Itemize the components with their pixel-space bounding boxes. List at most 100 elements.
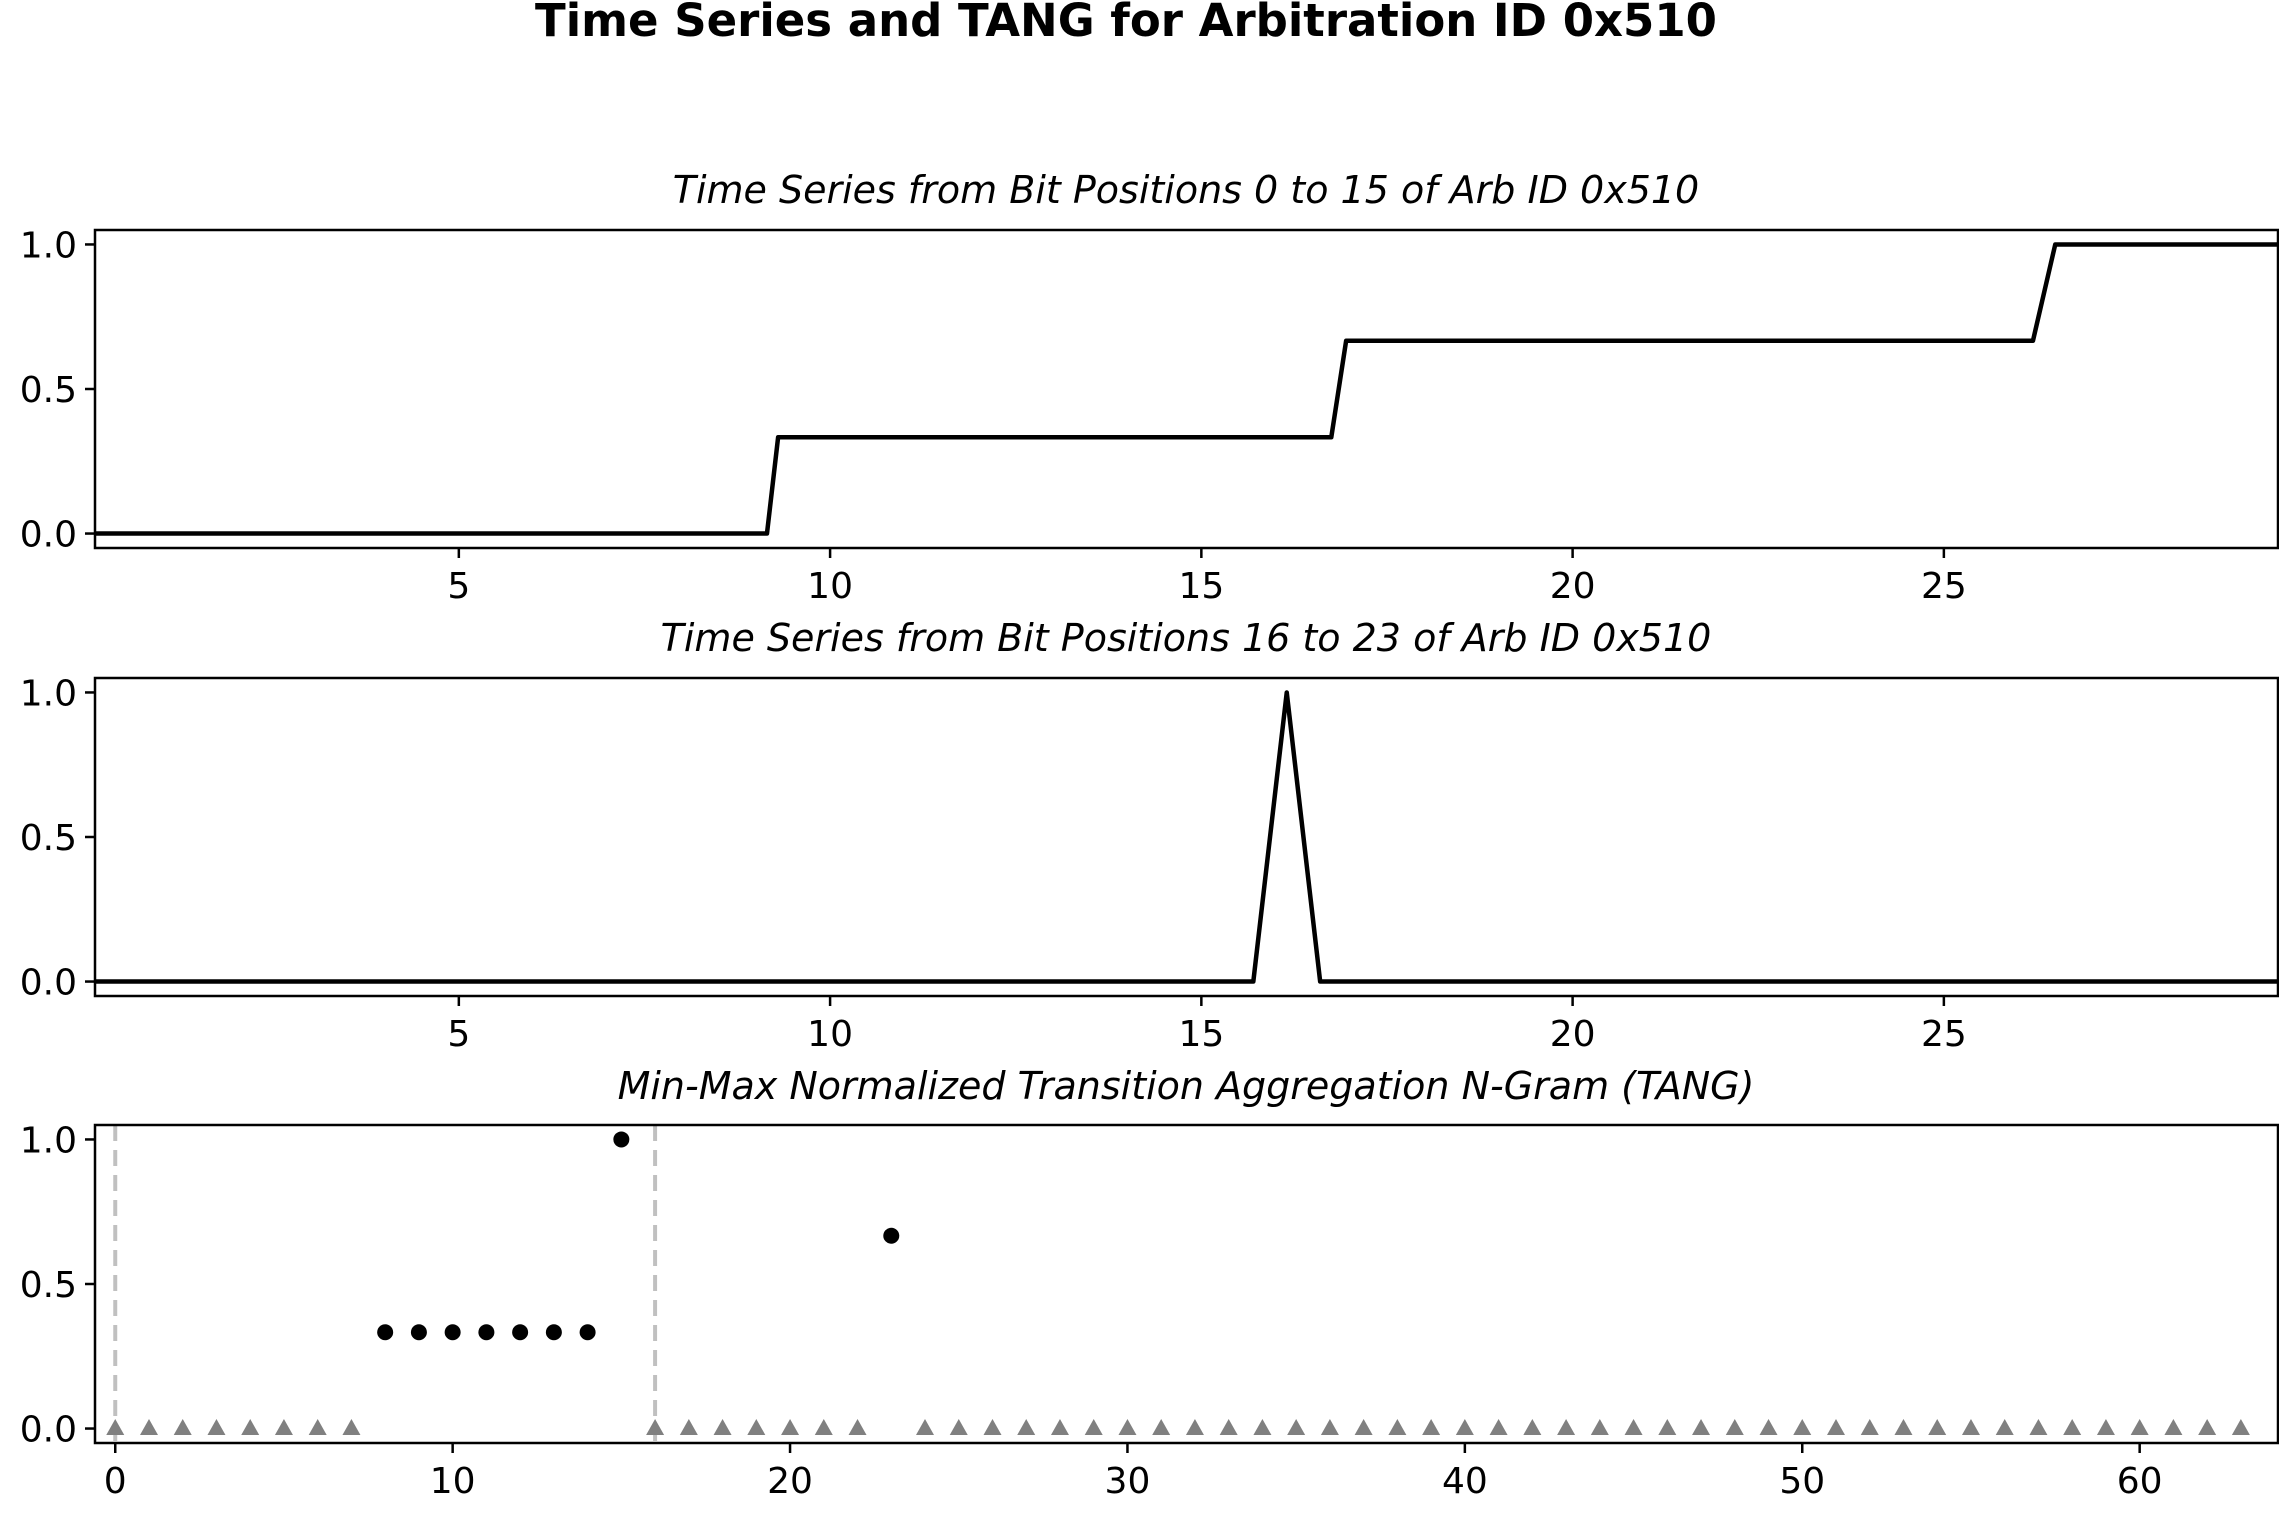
y-tick-label: 1.0 [20,673,77,714]
scatter-point-triangle [1658,1418,1677,1435]
x-tick-label: 10 [807,1014,853,1055]
scatter-point-triangle [274,1418,293,1435]
y-tick-label: 0.0 [20,963,77,1004]
y-tick-label: 1.0 [20,1120,77,1161]
scatter-point-circle [613,1131,630,1148]
scatter-point-triangle [1320,1418,1339,1435]
x-tick-label: 10 [430,1461,476,1502]
scatter-point-circle [377,1324,394,1341]
scatter-point-triangle [1152,1418,1171,1435]
scatter-point-triangle [1557,1418,1576,1435]
scatter-point-triangle [1995,1418,2014,1435]
panel-0-title: Time Series from Bit Positions 0 to 15 o… [673,168,1700,212]
x-tick-label: 20 [1550,1014,1596,1055]
scatter-point-circle [883,1227,900,1244]
x-tick-label: 10 [807,566,853,607]
x-tick-label: 25 [1921,566,1967,607]
scatter-point-triangle [1827,1418,1846,1435]
scatter-point-triangle [814,1418,833,1435]
scatter-point-triangle [173,1418,192,1435]
panel-1-title: Time Series from Bit Positions 16 to 23 … [661,616,1712,660]
scatter-point-triangle [713,1418,732,1435]
scatter-point-triangle [916,1418,935,1435]
scatter-point-triangle [207,1418,226,1435]
panel-time-series-bits-16-23: Time Series from Bit Positions 16 to 23 … [20,616,2279,1055]
x-tick-label: 50 [1779,1461,1825,1502]
scatter-point-triangle [1489,1418,1508,1435]
x-tick-label: 15 [1178,566,1224,607]
scatter-point-triangle [1928,1418,1947,1435]
panel-2-title: Min-Max Normalized Transition Aggregatio… [618,1064,1755,1108]
scatter-point-triangle [2063,1418,2082,1435]
scatter-point-circle [478,1324,495,1341]
y-tick-label: 0.5 [20,1265,77,1306]
x-tick-label: 15 [1178,1014,1224,1055]
scatter-point-triangle [1624,1418,1643,1435]
scatter-point-circle [545,1324,562,1341]
figure-title: Time Series and TANG for Arbitration ID … [535,0,1717,47]
x-tick-label: 20 [1550,566,1596,607]
scatter-point-triangle [1894,1418,1913,1435]
series-line [95,242,2278,536]
axes-frame [93,1123,2279,1445]
scatter-point-triangle [848,1418,867,1435]
scatter-point-triangle [1253,1418,1272,1435]
scatter-point-triangle [241,1418,260,1435]
scatter-point-triangle [139,1418,158,1435]
scatter-point-triangle [1017,1418,1036,1435]
scatter-point-triangle [1961,1418,1980,1435]
scatter-point-triangle [781,1418,800,1435]
series-line [95,690,2278,984]
scatter-point-triangle [1354,1418,1373,1435]
x-tick-label: 30 [1105,1461,1151,1502]
x-tick-label: 60 [2117,1461,2163,1502]
scatter-point-triangle [342,1418,361,1435]
axes-frame [93,676,2279,998]
scatter-point-triangle [679,1418,698,1435]
scatter-point-triangle [949,1418,968,1435]
scatter-point-triangle [1388,1418,1407,1435]
scatter-point-circle [579,1324,596,1341]
panel-tang-scatter: Min-Max Normalized Transition Aggregatio… [20,1064,2279,1502]
scatter-point-triangle [1590,1418,1609,1435]
scatter-point-triangle [1084,1418,1103,1435]
y-tick-label: 0.5 [20,818,77,859]
scatter-point-triangle [1050,1418,1069,1435]
y-tick-label: 0.5 [20,370,77,411]
scatter-point-triangle [1118,1418,1137,1435]
scatter-point-triangle [747,1418,766,1435]
scatter-point-triangle [1287,1418,1306,1435]
scatter-point-triangle [106,1418,125,1435]
scatter-point-triangle [1455,1418,1474,1435]
scatter-point-triangle [308,1418,327,1435]
scatter-point-triangle [1759,1418,1778,1435]
y-tick-label: 1.0 [20,225,77,266]
scatter-point-triangle [1185,1418,1204,1435]
scatter-point-triangle [1793,1418,1812,1435]
y-tick-label: 0.0 [20,1410,77,1451]
x-tick-label: 20 [767,1461,813,1502]
scatter-point-triangle [1725,1418,1744,1435]
x-tick-label: 0 [104,1461,127,1502]
scatter-point-triangle [2164,1418,2183,1435]
scatter-point-triangle [983,1418,1002,1435]
scatter-point-circle [512,1324,529,1341]
scatter-point-triangle [2130,1418,2149,1435]
scatter-point-triangle [2198,1418,2217,1435]
x-tick-label: 25 [1921,1014,1967,1055]
scatter-point-triangle [1523,1418,1542,1435]
y-tick-label: 0.0 [20,515,77,556]
scatter-point-triangle [1219,1418,1238,1435]
axes-frame [93,228,2279,550]
scatter-point-triangle [2096,1418,2115,1435]
scatter-point-triangle [1860,1418,1879,1435]
scatter-point-triangle [1422,1418,1441,1435]
scatter-point-triangle [2231,1418,2250,1435]
scatter-point-circle [444,1324,461,1341]
scatter-point-triangle [1692,1418,1711,1435]
x-tick-label: 5 [447,566,470,607]
scatter-point-triangle [646,1418,665,1435]
scatter-point-triangle [2029,1418,2048,1435]
scatter-point-circle [410,1324,427,1341]
